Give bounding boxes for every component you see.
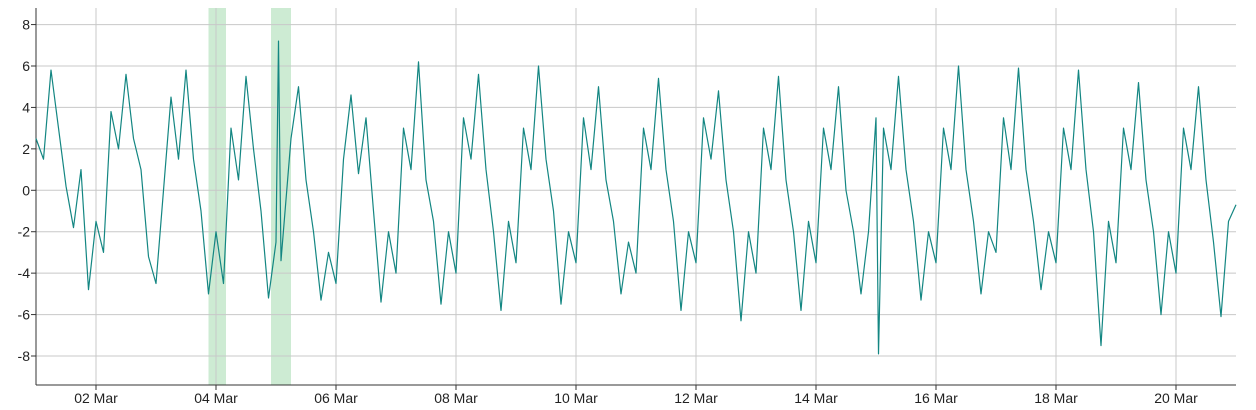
y-tick-label: 4: [22, 99, 30, 115]
y-tick-label: -8: [18, 348, 31, 364]
y-tick-label: 6: [22, 58, 30, 74]
y-tick-label: -2: [18, 224, 31, 240]
y-tick-label: 2: [22, 141, 30, 157]
highlight-band-0: [208, 8, 226, 385]
x-tick-label: 12 Mar: [674, 390, 718, 406]
highlight-bands: [208, 8, 291, 385]
x-tick-label: 14 Mar: [794, 390, 838, 406]
axes: [31, 8, 1236, 390]
y-tick-label: -4: [18, 265, 31, 281]
x-tick-label: 10 Mar: [554, 390, 598, 406]
y-tick-label: -6: [18, 307, 31, 323]
x-tick-label: 02 Mar: [74, 390, 118, 406]
x-tick-labels: 02 Mar 04 Mar 06 Mar 08 Mar 10 Mar 12 Mar 14 M…: [74, 390, 1198, 406]
y-tick-labels: -8 -6 -4 -2 0 2 4 6 8: [18, 17, 31, 364]
series-line-0: [35, 40, 1237, 355]
x-tick-label: 20 Mar: [1154, 390, 1198, 406]
grid-lines: [36, 8, 1236, 385]
x-tick-label: 04 Mar: [194, 390, 238, 406]
y-tick-label: 0: [22, 182, 30, 198]
x-tick-label: 06 Mar: [314, 390, 358, 406]
highlight-band-1: [271, 8, 291, 385]
x-tick-label: 18 Mar: [1034, 390, 1078, 406]
x-tick-label: 08 Mar: [434, 390, 478, 406]
series-layer: [35, 40, 1237, 355]
x-tick-label: 16 Mar: [914, 390, 958, 406]
y-tick-label: 8: [22, 17, 30, 33]
